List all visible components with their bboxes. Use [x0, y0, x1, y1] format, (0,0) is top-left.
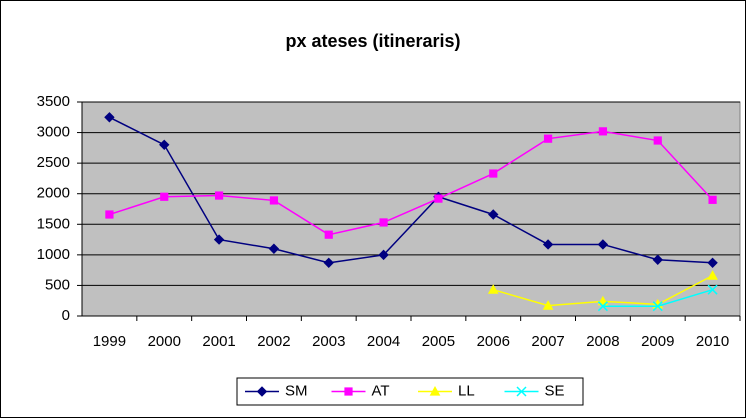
marker: [707, 257, 718, 269]
legend-label: AT: [372, 382, 390, 399]
marker: [597, 239, 609, 250]
marker: [598, 127, 608, 136]
marker: [159, 139, 170, 151]
y-tick-label: 2000: [37, 185, 70, 202]
x-tick-label: 2000: [148, 333, 181, 350]
marker: [160, 192, 169, 201]
marker: [488, 209, 499, 220]
marker: [516, 386, 527, 397]
marker: [707, 284, 718, 295]
x-tick-label: 2002: [257, 333, 290, 350]
y-tick-label: 1500: [37, 215, 70, 232]
y-tick-label: 500: [45, 276, 70, 293]
marker: [708, 195, 717, 204]
series-line: [109, 130, 714, 236]
y-tick-label: 2500: [37, 154, 70, 171]
marker: [256, 386, 268, 397]
marker: [652, 301, 663, 312]
chart-title: px ateses (itineraris): [285, 31, 460, 51]
marker: [434, 194, 443, 203]
legend-label: LL: [458, 382, 475, 399]
y-tick-label: 0: [62, 307, 70, 324]
marker: [378, 249, 389, 261]
marker: [487, 284, 499, 294]
y-tick-label: 3500: [37, 93, 70, 110]
x-tick-label: 2009: [641, 333, 674, 350]
marker: [268, 243, 280, 254]
x-tick-label: 1999: [93, 333, 126, 350]
y-tick-label: 1000: [37, 246, 70, 263]
marker: [707, 270, 718, 280]
x-tick-label: 2007: [531, 333, 564, 350]
marker: [379, 218, 388, 227]
marker: [104, 112, 115, 123]
legend-label: SM: [285, 382, 308, 399]
legend-label: SE: [545, 382, 565, 399]
marker: [269, 196, 279, 205]
x-tick-label: 2008: [586, 333, 619, 350]
x-tick-label: 2003: [312, 333, 345, 350]
marker: [213, 234, 225, 245]
x-tick-label: 2001: [202, 333, 235, 350]
x-tick-label: 2006: [477, 333, 510, 350]
marker: [597, 295, 609, 306]
marker: [652, 254, 663, 265]
x-tick-label: 2005: [422, 333, 455, 350]
series-line: [109, 116, 713, 264]
plot-area: [81, 101, 741, 317]
x-tick-label: 2004: [367, 333, 400, 350]
marker: [214, 191, 224, 200]
marker: [542, 300, 554, 310]
marker: [323, 257, 334, 269]
marker: [597, 301, 608, 312]
marker: [653, 136, 662, 145]
marker: [344, 387, 353, 396]
x-tick-label: 2010: [696, 333, 729, 350]
marker: [105, 210, 114, 219]
marker: [542, 239, 554, 250]
marker: [324, 230, 333, 239]
marker: [543, 134, 553, 143]
marker: [489, 169, 498, 178]
marker: [429, 385, 441, 396]
y-tick-label: 3000: [37, 124, 70, 141]
